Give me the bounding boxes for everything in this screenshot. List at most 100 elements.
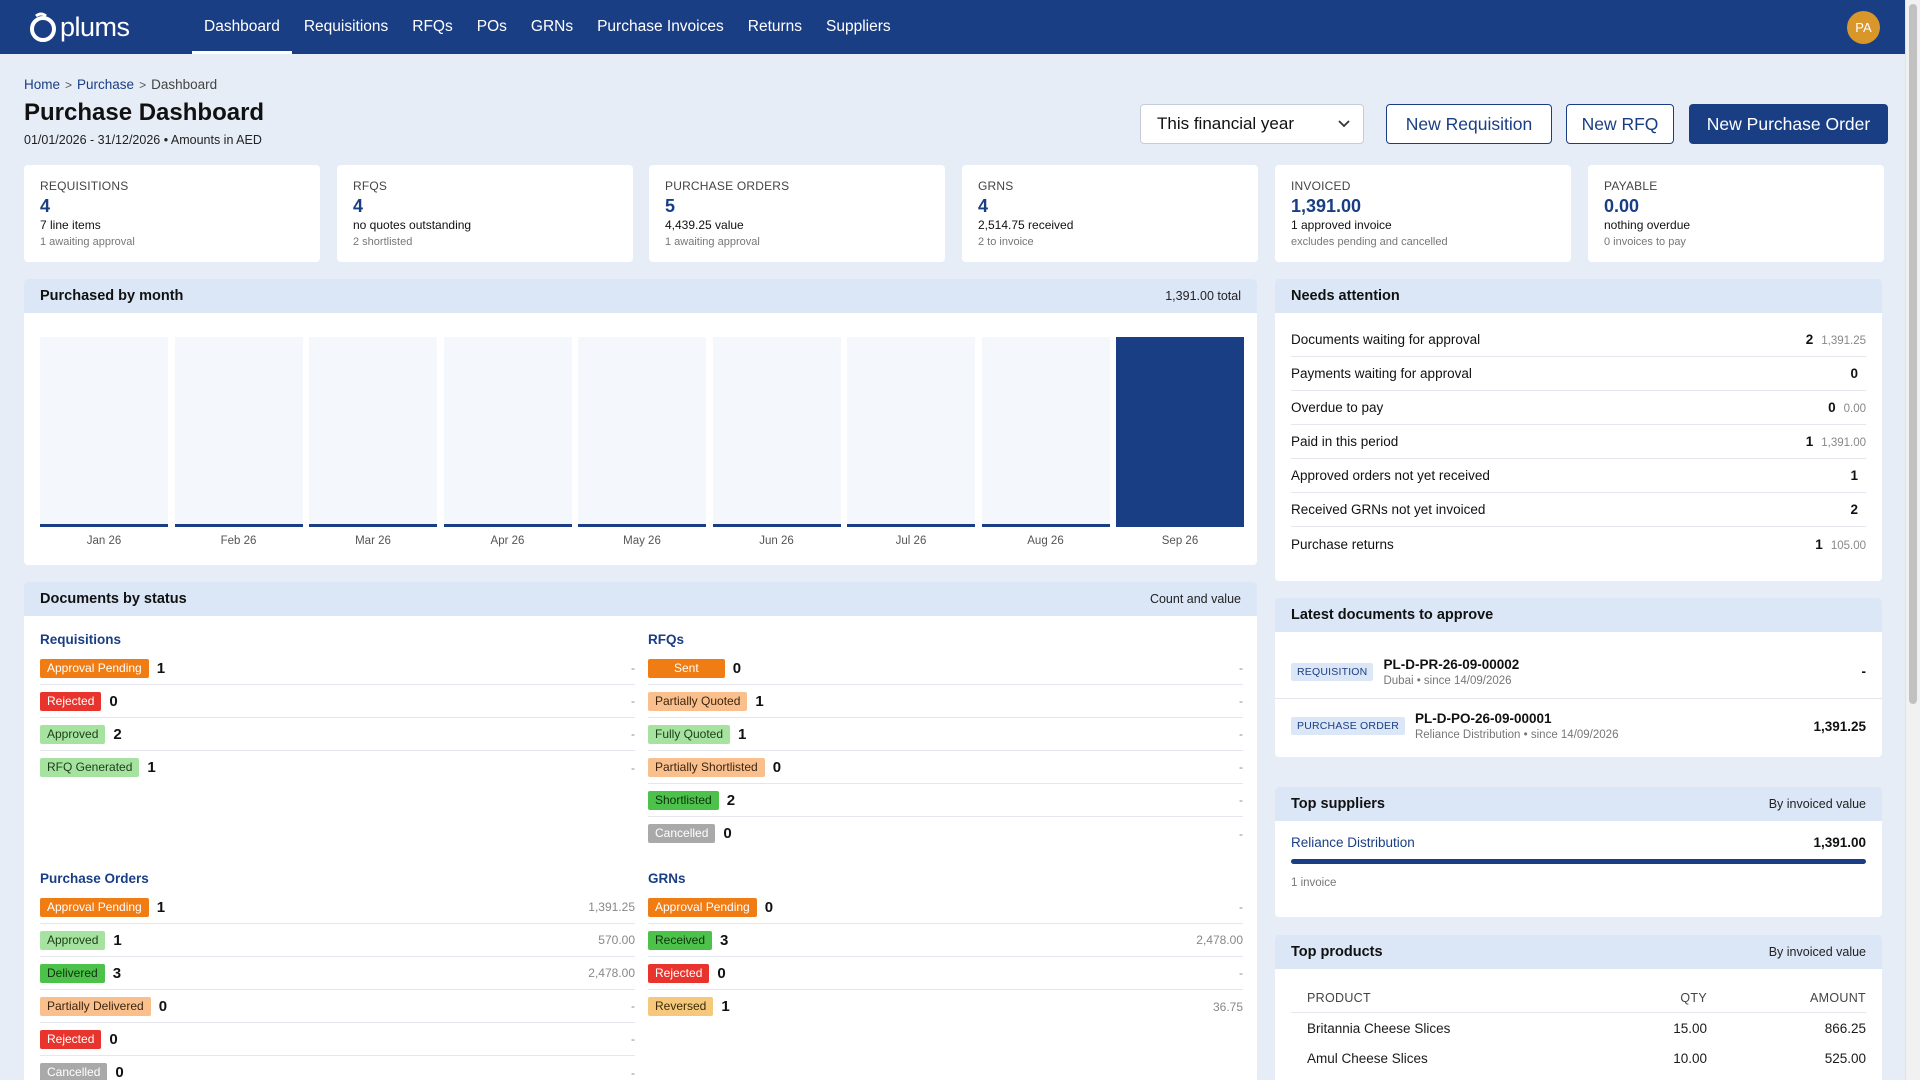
status-value: 2,478.00 — [588, 966, 635, 980]
status-count: 0 — [109, 1030, 118, 1048]
stat-card-grns[interactable]: GRNS 4 2,514.75 received 2 to invoice — [962, 165, 1258, 262]
status-row[interactable]: Cancelled 0 - — [648, 817, 1243, 850]
status-row[interactable]: Delivered 3 2,478.00 — [40, 957, 635, 990]
stat-card-requisitions[interactable]: REQUISITIONS 4 7 line items 1 awaiting a… — [24, 165, 320, 262]
nav-dashboard[interactable]: Dashboard — [192, 0, 292, 54]
nav-pos[interactable]: POs — [476, 18, 507, 35]
status-row[interactable]: Shortlisted 2 - — [648, 784, 1243, 817]
product-qty: 10.00 — [1673, 1050, 1707, 1066]
group-title[interactable]: Purchase Orders — [40, 871, 149, 886]
chart-x-tick-label: Apr 26 — [490, 535, 525, 547]
stat-card-purchase-orders[interactable]: PURCHASE ORDERS 5 4,439.25 value 1 await… — [649, 165, 945, 262]
attention-row-paid[interactable]: Paid in this period 1 1,391.00 — [1291, 425, 1866, 459]
top-suppliers-panel: Top suppliers By invoiced value Reliance… — [1275, 787, 1882, 917]
supplier-row[interactable]: Reliance Distribution 1,391.00 1 invoice — [1275, 821, 1882, 889]
new-requisition-button[interactable]: New Requisition — [1386, 104, 1552, 144]
stat-card-payable[interactable]: PAYABLE 0.00 nothing overdue 0 invoices … — [1588, 165, 1884, 262]
new-rfq-button[interactable]: New RFQ — [1566, 104, 1674, 144]
attention-row-returns[interactable]: Purchase returns 1 105.00 — [1291, 527, 1866, 561]
nav-grns[interactable]: GRNs — [530, 18, 574, 35]
top-products-panel: Top products By invoiced value PRODUCT Q… — [1275, 935, 1882, 1080]
status-row[interactable]: Partially Shortlisted 0 - — [648, 751, 1243, 784]
nav-suppliers[interactable]: Suppliers — [826, 18, 891, 35]
breadcrumb-purchase[interactable]: Purchase — [77, 77, 135, 92]
chart-bar-slot[interactable] — [174, 337, 303, 527]
status-row[interactable]: Approval Pending 1 1,391.25 — [40, 891, 635, 924]
status-badge: Approved — [40, 724, 106, 744]
status-row[interactable]: Sent 0 - — [648, 652, 1243, 685]
status-row[interactable]: Rejected 0 - — [40, 685, 635, 718]
attention-row-not-invoiced[interactable]: Received GRNs not yet invoiced 2 — [1291, 493, 1866, 527]
status-value: - — [1239, 793, 1243, 807]
product-amount: 525.00 — [1824, 1050, 1866, 1066]
latest-doc-row[interactable]: REQUISITION PL-D-PR-26-09-00002 Dubai • … — [1275, 645, 1882, 699]
status-row[interactable]: Fully Quoted 1 - — [648, 718, 1243, 751]
panel-meta: Count and value — [1149, 592, 1241, 606]
status-row[interactable]: Partially Quoted 1 - — [648, 685, 1243, 718]
attention-row-docs-waiting[interactable]: Documents waiting for approval 2 1,391.25 — [1291, 323, 1866, 357]
logo-text: plums — [60, 11, 130, 42]
group-title[interactable]: GRNs — [648, 871, 686, 886]
breadcrumb-home[interactable]: Home — [24, 77, 61, 92]
group-title[interactable]: Requisitions — [40, 632, 122, 647]
user-avatar[interactable]: PA — [1847, 11, 1880, 44]
status-value: - — [631, 661, 635, 675]
nav-rfqs[interactable]: RFQs — [412, 18, 453, 35]
status-row[interactable]: Approved 2 - — [40, 718, 635, 751]
page-title: Purchase Dashboard — [24, 99, 265, 126]
stat-card-rfqs[interactable]: RFQS 4 no quotes outstanding 2 shortlist… — [337, 165, 633, 262]
scrollbar-thumb[interactable] — [1909, 4, 1917, 704]
stat-card-invoiced[interactable]: INVOICED 1,391.00 1 approved invoice exc… — [1275, 165, 1571, 262]
plums-logo[interactable]: plums — [26, 10, 166, 44]
attention-row-overdue[interactable]: Overdue to pay 0 0.00 — [1291, 391, 1866, 425]
stat-label: GRNS — [978, 179, 1014, 193]
chart-bar-slot[interactable] — [309, 337, 437, 527]
chart-bar-slot[interactable] — [847, 337, 975, 527]
supplier-name[interactable]: Reliance Distribution — [1291, 835, 1415, 850]
table-row[interactable]: Britannia Cheese Slices 15.00 866.25 — [1291, 1013, 1866, 1043]
chart-bar-slot[interactable] — [40, 337, 168, 527]
page-scrollbar[interactable] — [1905, 0, 1920, 1080]
nav-returns[interactable]: Returns — [747, 18, 803, 35]
attention-row-payments-waiting[interactable]: Payments waiting for approval 0 — [1291, 357, 1866, 391]
status-badge: Partially Shortlisted — [648, 757, 765, 777]
status-count: 0 — [115, 1064, 124, 1080]
attention-count: 1 — [1850, 468, 1858, 483]
chart-bar-slot[interactable] — [443, 337, 572, 527]
new-purchase-order-button[interactable]: New Purchase Order — [1689, 104, 1888, 144]
attention-row-not-received[interactable]: Approved orders not yet received 1 — [1291, 459, 1866, 493]
chart-bar-slot[interactable] — [712, 337, 841, 527]
latest-doc-row[interactable]: PURCHASE ORDER PL-D-PO-26-09-00001 Relia… — [1275, 699, 1882, 753]
period-select[interactable]: This financial year — [1140, 104, 1364, 144]
status-row[interactable]: Approved 1 570.00 — [40, 924, 635, 957]
attention-amount: 1,391.25 — [1821, 335, 1866, 347]
col-header-product[interactable]: PRODUCT — [1307, 990, 1371, 1005]
group-title[interactable]: RFQs — [648, 632, 685, 647]
table-row[interactable]: Amul Cheese Slices 10.00 525.00 — [1291, 1043, 1866, 1073]
nav-requisitions[interactable]: Requisitions — [303, 18, 389, 35]
status-row[interactable]: Rejected 0 - — [648, 957, 1243, 990]
chart-bar-slot[interactable] — [981, 337, 1110, 527]
status-count: 1 — [721, 998, 730, 1015]
panel-title: Top products — [1291, 944, 1383, 960]
nav-purchase-invoices[interactable]: Purchase Invoices — [597, 18, 724, 35]
status-row[interactable]: Approval Pending 0 - — [648, 891, 1243, 924]
chart-bar-slot[interactable] — [1116, 337, 1244, 527]
status-row[interactable]: Partially Delivered 0 - — [40, 990, 635, 1023]
status-row[interactable]: Received 3 2,478.00 — [648, 924, 1243, 957]
status-value: - — [631, 694, 635, 708]
attention-label: Purchase returns — [1291, 536, 1394, 552]
col-header-qty[interactable]: QTY — [1680, 990, 1707, 1005]
status-row[interactable]: Reversed 1 36.75 — [648, 990, 1243, 1023]
attention-count: 0 — [1828, 400, 1836, 415]
chart-bar-slot[interactable] — [578, 337, 706, 527]
status-row[interactable]: Rejected 0 - — [40, 1023, 635, 1056]
col-header-amount[interactable]: AMOUNT — [1810, 990, 1866, 1005]
status-row[interactable]: Cancelled 0 - — [40, 1056, 635, 1080]
chart-bar[interactable] — [1116, 337, 1244, 527]
stat-note: 1 awaiting approval — [40, 236, 135, 248]
status-row[interactable]: Approval Pending 1 - — [40, 652, 635, 685]
status-value: - — [631, 1032, 635, 1046]
status-row[interactable]: RFQ Generated 1 - — [40, 751, 635, 784]
breadcrumb-current: Dashboard — [151, 77, 218, 92]
